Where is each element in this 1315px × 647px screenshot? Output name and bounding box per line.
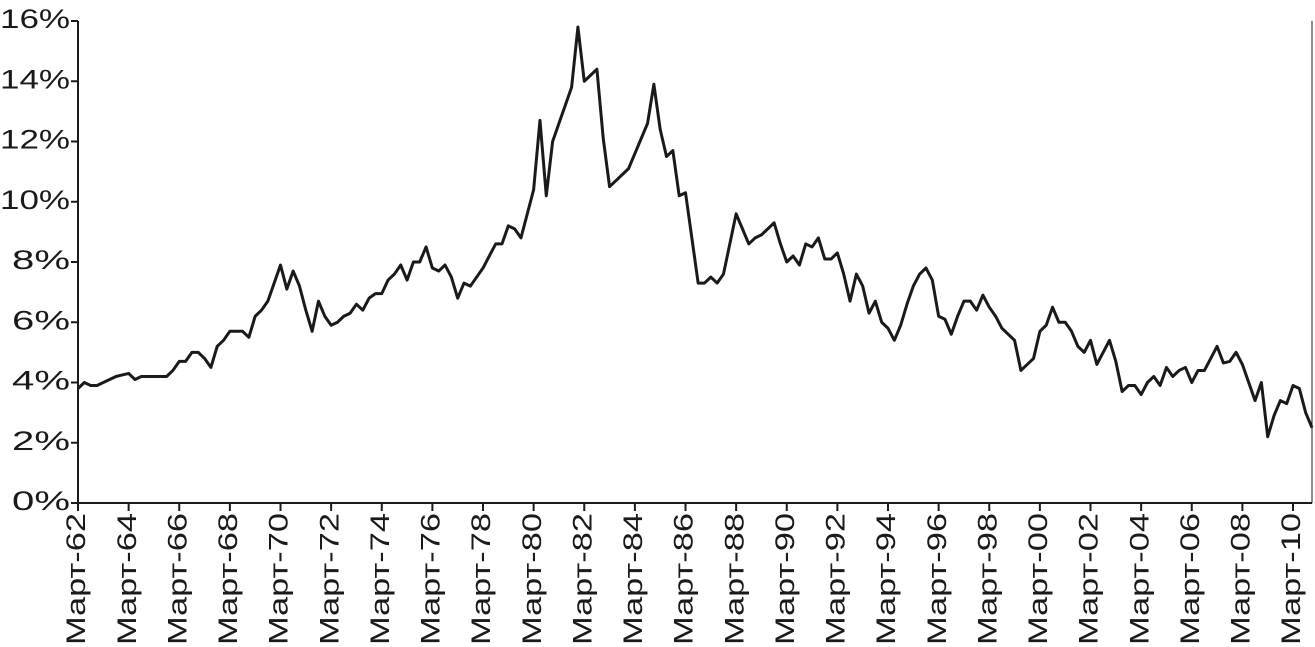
y-tick-label: 14% <box>0 64 70 94</box>
x-tick-label: Март-76 <box>416 513 446 645</box>
data-line <box>76 25 1314 439</box>
x-tick-label: Март-86 <box>669 513 699 645</box>
x-tick-label: Март-82 <box>567 513 597 645</box>
x-tick-label: Март-80 <box>517 513 547 645</box>
x-tick-label: Март-74 <box>365 513 395 645</box>
y-tick-label: 6% <box>12 305 70 335</box>
x-tick-label: Март-88 <box>719 513 749 645</box>
x-tick-label: Март-90 <box>770 513 800 645</box>
y-tick-label: 2% <box>12 426 70 456</box>
x-tick-label: Март-10 <box>1276 513 1306 645</box>
y-tick-label: 10% <box>0 185 70 215</box>
x-tick-label: Март-96 <box>922 513 952 645</box>
x-tick-label: Март-98 <box>972 513 1002 645</box>
x-tick-label: Март-92 <box>821 513 851 645</box>
x-tick-label: Март-70 <box>264 513 294 645</box>
y-tick-label: 8% <box>12 245 70 275</box>
x-tick-label: Март-72 <box>314 513 344 645</box>
x-tick-label: Март-02 <box>1074 513 1104 645</box>
y-tick-label: 12% <box>0 125 70 155</box>
x-tick-label: Март-06 <box>1175 513 1205 645</box>
x-tick-label: Март-64 <box>112 513 142 645</box>
x-tick-label: Март-66 <box>162 513 192 645</box>
x-tick-label: Март-68 <box>213 513 243 645</box>
x-tick-label: Март-62 <box>61 513 91 645</box>
y-tick-label: 16% <box>0 4 70 34</box>
x-tick-label: Март-78 <box>466 513 496 645</box>
x-tick-label: Март-04 <box>1124 513 1154 645</box>
y-tick-label: 4% <box>12 366 70 396</box>
x-tick-label: Март-84 <box>618 513 648 645</box>
x-tick-label: Март-94 <box>871 513 901 645</box>
x-tick-label: Март-00 <box>1023 513 1053 645</box>
y-tick-label: 0% <box>12 486 70 516</box>
x-tick-label: Март-08 <box>1226 513 1256 645</box>
